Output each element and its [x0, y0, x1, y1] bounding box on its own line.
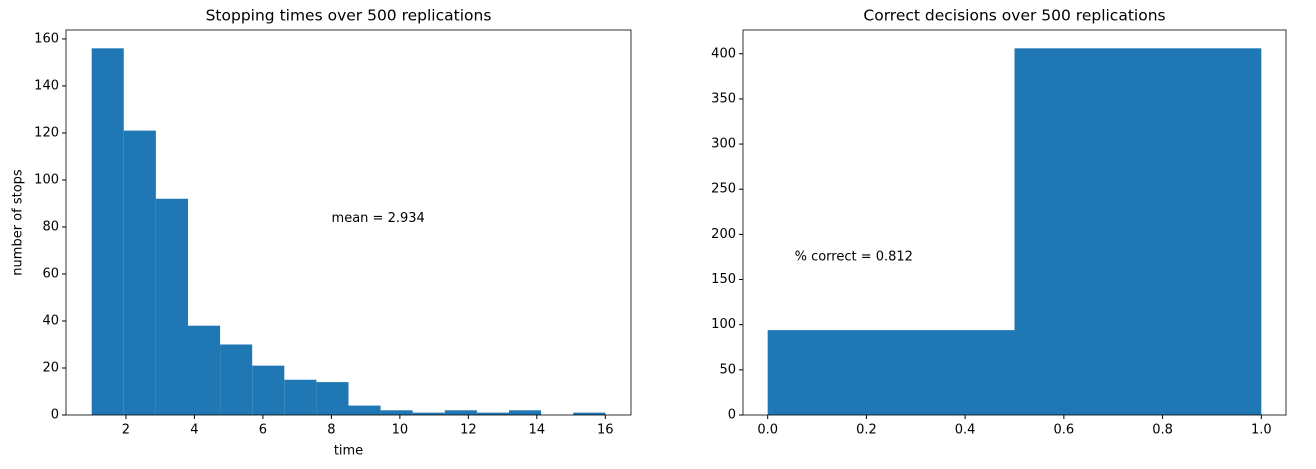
y-axis-label: number of stops: [11, 169, 26, 276]
bar: [155, 198, 188, 415]
y-tick-label: 50: [719, 362, 736, 377]
plot-frame: [742, 29, 1287, 416]
chart-title: Stopping times over 500 replications: [206, 7, 492, 25]
bar: [220, 344, 253, 415]
x-tick-label: 12: [460, 423, 477, 438]
y-tick-label: 200: [711, 227, 736, 242]
x-tick-label: 8: [327, 423, 335, 438]
x-axis-label: time: [334, 444, 363, 459]
bar: [412, 412, 445, 415]
bar: [476, 412, 510, 415]
y-tick-label: 250: [711, 182, 736, 197]
x-tick-label: 0.8: [1152, 423, 1173, 438]
plot-frame: [65, 29, 632, 416]
bar: [348, 405, 381, 415]
bar: [444, 410, 477, 415]
y-tick-label: 60: [42, 266, 59, 281]
annotation: % correct = 0.812: [795, 250, 913, 265]
y-tick-label: 0: [51, 408, 59, 423]
x-tick-label: 6: [259, 423, 267, 438]
y-tick-label: 40: [42, 313, 59, 328]
y-tick-label: 300: [711, 137, 736, 152]
y-tick-label: 120: [34, 125, 59, 140]
chart-title: Correct decisions over 500 replications: [863, 7, 1165, 25]
bar: [284, 379, 317, 415]
x-tick-label: 0.6: [1054, 423, 1075, 438]
x-tick-label: 1.0: [1251, 423, 1272, 438]
y-tick-label: 140: [34, 78, 59, 93]
bar: [380, 410, 413, 415]
y-tick-label: 100: [711, 317, 736, 332]
bar: [767, 330, 1015, 415]
y-tick-label: 160: [34, 31, 59, 46]
bar: [509, 410, 542, 415]
y-tick-label: 150: [711, 272, 736, 287]
bar: [91, 48, 124, 415]
bar: [123, 130, 156, 415]
x-tick-label: 0.2: [856, 423, 877, 438]
y-tick-label: 80: [42, 219, 59, 234]
bar: [1014, 48, 1262, 415]
x-tick-label: 16: [597, 423, 614, 438]
x-tick-label: 10: [392, 423, 409, 438]
bar: [316, 382, 349, 415]
x-tick-label: 2: [122, 423, 130, 438]
bar: [187, 325, 221, 415]
y-tick-label: 350: [711, 91, 736, 106]
y-tick-label: 400: [711, 46, 736, 61]
y-tick-label: 20: [42, 360, 59, 375]
annotation: mean = 2.934: [332, 211, 425, 226]
bar: [252, 365, 285, 415]
x-tick-label: 14: [529, 423, 546, 438]
y-tick-label: 100: [34, 172, 59, 187]
bar: [573, 412, 606, 415]
y-tick-label: 0: [728, 408, 736, 423]
x-tick-label: 0.4: [955, 423, 976, 438]
x-tick-label: 0.0: [757, 423, 778, 438]
x-tick-label: 4: [190, 423, 198, 438]
